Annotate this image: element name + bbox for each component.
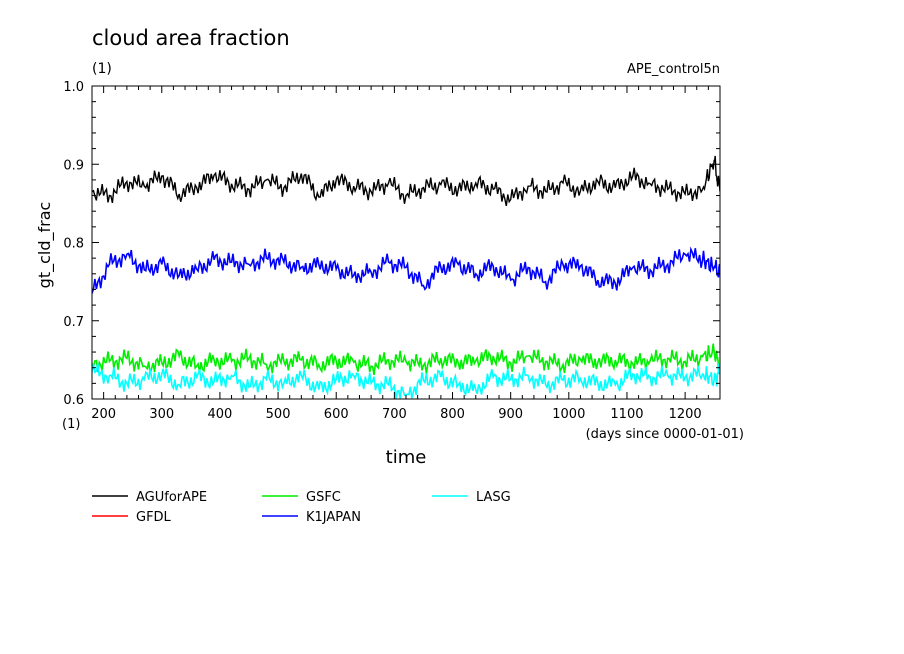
- legend-label-k1japan: K1JAPAN: [306, 510, 361, 525]
- y-tick-label: 0.7: [63, 315, 84, 330]
- x-tick-label: 300: [149, 407, 174, 422]
- legend-label-aguforape: AGUforAPE: [136, 490, 207, 505]
- x-axis-label: time: [386, 447, 427, 468]
- x-tick-label: 900: [498, 407, 523, 422]
- x-tick-label: 1100: [610, 407, 643, 422]
- y-tick-label: 1.0: [63, 80, 84, 95]
- y-axis-label: gt_cld_frac: [35, 202, 55, 289]
- legend-label-lasg: LASG: [476, 490, 511, 505]
- y-tick-label: 0.6: [63, 393, 84, 408]
- x-tick-label: 1200: [669, 407, 702, 422]
- x-tick-label: 600: [324, 407, 349, 422]
- x-tick-label: 500: [266, 407, 291, 422]
- plot-area: 200 300 400 500 600 700 800 900 1000 1100 1200 0.6…: [63, 80, 721, 422]
- y-tick-label: 0.9: [63, 158, 84, 173]
- x-axis: 200 300 400 500 600 700 800 900 1000 1100 1200: [91, 86, 721, 422]
- x-tick-label: 200: [91, 407, 116, 422]
- x-tick-label: 400: [208, 407, 233, 422]
- series-line-k1japan: [92, 246, 720, 294]
- y-axis: 0.6 0.7 0.8 0.9 1.0: [63, 80, 720, 408]
- chart-title: cloud area fraction: [92, 26, 290, 50]
- y-tick-label: 0.8: [63, 237, 84, 252]
- series-line-aguforape: [92, 155, 720, 207]
- x-unit-label: (days since 0000-01-01): [586, 427, 744, 442]
- x-tick-label: 1000: [552, 407, 585, 422]
- legend-label-gsfc: GSFC: [306, 490, 341, 505]
- legend: AGUforAPE GFDL GSFC K1JAPAN LASG: [92, 490, 511, 525]
- series-line-lasg: [92, 363, 720, 399]
- plot-frame: [91, 85, 721, 400]
- x-tick-label: 700: [382, 407, 407, 422]
- series-layer: [92, 155, 720, 399]
- x-tick-label: 800: [440, 407, 465, 422]
- title-unit: (1): [92, 61, 112, 77]
- legend-label-gfdl: GFDL: [136, 510, 172, 525]
- experiment-label: APE_control5n: [627, 62, 720, 77]
- y-unit-label: (1): [62, 417, 80, 432]
